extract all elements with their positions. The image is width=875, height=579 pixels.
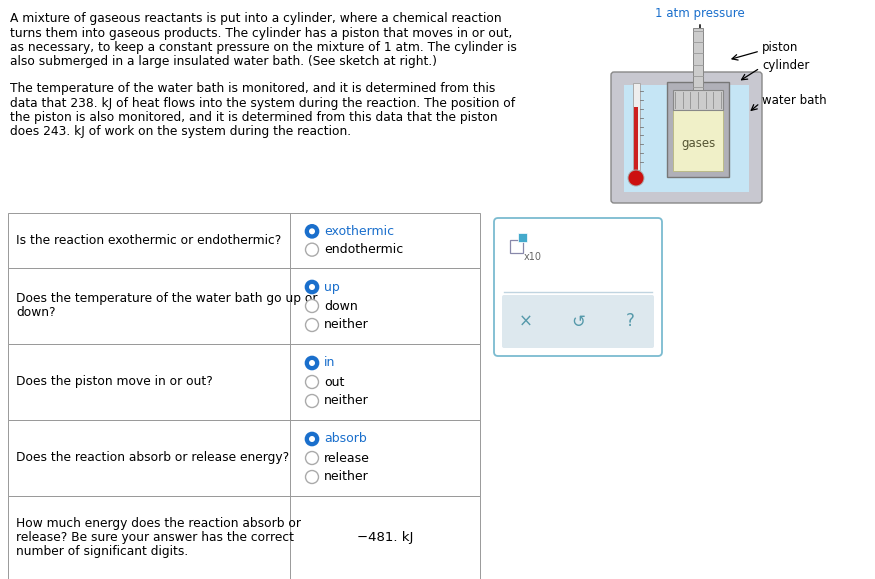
Text: exothermic: exothermic	[324, 225, 394, 238]
Circle shape	[305, 318, 318, 332]
Bar	[8, 420, 480, 496]
Text: x10: x10	[524, 252, 542, 262]
Text: ?: ?	[626, 313, 634, 331]
Circle shape	[305, 433, 318, 445]
Bar	[8, 268, 480, 344]
Circle shape	[309, 360, 315, 366]
Circle shape	[305, 452, 318, 464]
Bar	[667, 82, 729, 177]
Circle shape	[309, 284, 315, 290]
Text: number of significant digits.: number of significant digits.	[16, 545, 188, 558]
Text: cylinder: cylinder	[762, 58, 809, 71]
Text: in: in	[324, 357, 335, 369]
Circle shape	[305, 243, 318, 256]
Text: How much energy does the reaction absorb or: How much energy does the reaction absorb…	[16, 517, 301, 530]
Text: absorb: absorb	[324, 433, 367, 445]
Circle shape	[305, 394, 318, 408]
Circle shape	[305, 299, 318, 313]
Bar	[693, 28, 703, 90]
Text: −481. kJ: −481. kJ	[357, 532, 413, 544]
Text: ×: ×	[519, 313, 533, 331]
Text: The temperature of the water bath is monitored, and it is determined from this: The temperature of the water bath is mon…	[10, 82, 495, 95]
Text: Is the reaction exothermic or endothermic?: Is the reaction exothermic or endothermi…	[16, 234, 281, 247]
Text: piston: piston	[762, 41, 798, 53]
Text: Does the temperature of the water bath go up or: Does the temperature of the water bath g…	[16, 292, 318, 305]
Bar	[8, 496, 480, 579]
Text: ↺: ↺	[571, 313, 585, 331]
Text: down?: down?	[16, 306, 55, 319]
Text: data that 238. kJ of heat flows into the system during the reaction. The positio: data that 238. kJ of heat flows into the…	[10, 97, 515, 109]
Text: release? Be sure your answer has the correct: release? Be sure your answer has the cor…	[16, 531, 294, 544]
Bar	[634, 107, 638, 170]
Text: 1 atm pressure: 1 atm pressure	[655, 7, 745, 20]
FancyBboxPatch shape	[502, 295, 654, 348]
FancyBboxPatch shape	[494, 218, 662, 356]
Circle shape	[309, 228, 315, 234]
Bar	[8, 344, 480, 420]
Circle shape	[305, 357, 318, 369]
Bar	[624, 85, 749, 192]
Text: down: down	[324, 299, 358, 313]
Text: release: release	[324, 452, 370, 464]
Text: the piston is also monitored, and it is determined from this data that the pisto: the piston is also monitored, and it is …	[10, 111, 498, 124]
Text: endothermic: endothermic	[324, 243, 403, 256]
Bar	[518, 233, 527, 242]
Text: neither: neither	[324, 471, 368, 483]
Text: also submerged in a large insulated water bath. (See sketch at right.): also submerged in a large insulated wate…	[10, 56, 437, 68]
Bar	[673, 110, 723, 171]
Text: as necessary, to keep a constant pressure on the mixture of 1 atm. The cylinder : as necessary, to keep a constant pressur…	[10, 41, 517, 54]
Text: turns them into gaseous products. The cylinder has a piston that moves in or out: turns them into gaseous products. The cy…	[10, 27, 513, 39]
Text: Does the piston move in or out?: Does the piston move in or out?	[16, 376, 213, 389]
Text: gases: gases	[681, 137, 715, 151]
FancyBboxPatch shape	[611, 72, 762, 203]
Circle shape	[305, 280, 318, 294]
Text: out: out	[324, 376, 345, 389]
Bar	[510, 240, 523, 253]
Circle shape	[305, 376, 318, 389]
Text: neither: neither	[324, 318, 368, 332]
Bar	[673, 90, 723, 110]
Text: A mixture of gaseous reactants is put into a cylinder, where a chemical reaction: A mixture of gaseous reactants is put in…	[10, 12, 501, 25]
Circle shape	[305, 471, 318, 483]
Text: Does the reaction absorb or release energy?: Does the reaction absorb or release ener…	[16, 452, 289, 464]
Text: up: up	[324, 280, 340, 294]
Bar	[8, 213, 480, 268]
Bar	[633, 83, 640, 170]
Circle shape	[628, 170, 644, 186]
Circle shape	[309, 436, 315, 442]
Text: water bath: water bath	[762, 93, 827, 107]
Text: neither: neither	[324, 394, 368, 408]
Text: does 243. kJ of work on the system during the reaction.: does 243. kJ of work on the system durin…	[10, 126, 351, 138]
Circle shape	[305, 225, 318, 238]
